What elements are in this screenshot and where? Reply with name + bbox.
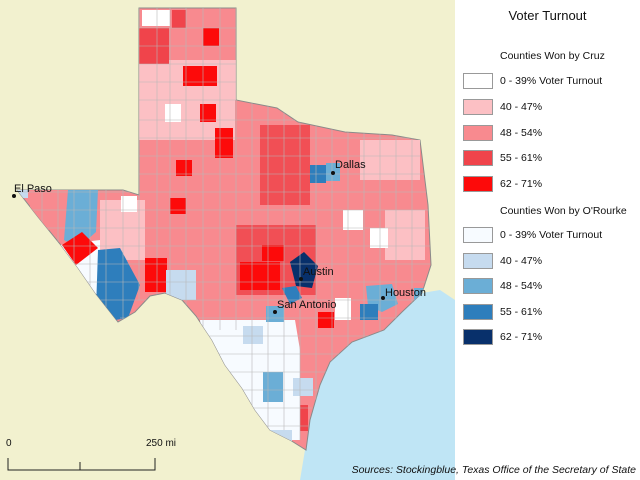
- city-label-san-antonio: San Antonio: [277, 299, 336, 311]
- county: [145, 258, 167, 292]
- legend: Voter Turnout Counties Won by Cruz 0 - 3…: [455, 0, 640, 480]
- legend-orourke-title: Counties Won by O'Rourke: [500, 205, 627, 217]
- city-label-el-paso: El Paso: [14, 183, 52, 195]
- county: [64, 190, 98, 248]
- legend-item-orourke-0: 0 - 39% Voter Turnout: [463, 227, 638, 245]
- legend-swatch: [463, 329, 493, 345]
- county: [343, 210, 363, 230]
- legend-label: 0 - 39% Voter Turnout: [500, 75, 603, 87]
- county: [215, 128, 233, 158]
- legend-item-orourke-2: 48 - 54%: [463, 278, 638, 296]
- county: [240, 262, 280, 290]
- legend-swatch: [463, 304, 493, 320]
- county: [243, 326, 263, 344]
- legend-cruz-title: Counties Won by Cruz: [500, 50, 605, 62]
- county-region: [360, 140, 420, 180]
- city-label-austin: Austin: [303, 266, 334, 278]
- legend-swatch: [463, 227, 493, 243]
- county-region: [200, 320, 300, 440]
- county: [172, 10, 186, 28]
- county-borders: [20, 8, 430, 440]
- city-dot-san-antonio: [273, 310, 277, 314]
- scale-line: [7, 458, 156, 471]
- city-dot-austin: [299, 277, 303, 281]
- county: [96, 248, 140, 320]
- scale-bar: 0 250 mi: [6, 438, 176, 471]
- county-hays: [282, 286, 302, 304]
- county: [293, 378, 313, 396]
- county: [318, 312, 334, 328]
- city-label-houston: Houston: [385, 287, 426, 299]
- legend-item-orourke-3: 55 - 61%: [463, 304, 638, 322]
- county: [165, 104, 181, 122]
- texas-map: El Paso Dallas Austin San Antonio Housto…: [6, 7, 455, 480]
- scale-end-label: 250 mi: [146, 438, 176, 449]
- legend-item-cruz-2: 48 - 54%: [463, 125, 638, 143]
- county: [262, 245, 284, 261]
- county: [176, 160, 192, 176]
- county: [370, 228, 388, 248]
- legend-swatch: [463, 150, 493, 166]
- county-region: [260, 125, 310, 205]
- county-fort-bend: [360, 304, 378, 320]
- legend-label: 62 - 71%: [500, 178, 543, 190]
- legend-label: 55 - 61%: [500, 306, 543, 318]
- county: [335, 298, 351, 320]
- legend-swatch: [463, 176, 493, 192]
- city-label-dallas: Dallas: [335, 159, 366, 171]
- city-dot-dallas: [331, 171, 335, 175]
- gulf-water: [300, 290, 455, 480]
- legend-label: 0 - 39% Voter Turnout: [500, 229, 603, 241]
- county: [203, 28, 219, 46]
- legend-swatch: [463, 125, 493, 141]
- map-area: El Paso Dallas Austin San Antonio Housto…: [0, 0, 455, 480]
- legend-swatch: [463, 99, 493, 115]
- legend-swatch: [463, 253, 493, 269]
- legend-label: 48 - 54%: [500, 280, 543, 292]
- source-credit: Sources: Stockingblue, Texas Office of t…: [351, 464, 636, 476]
- county: [121, 196, 137, 212]
- county: [62, 232, 98, 265]
- legend-item-cruz-4: 62 - 71%: [463, 176, 638, 194]
- scale-start-label: 0: [6, 438, 12, 449]
- county: [263, 372, 283, 402]
- city-dot-houston: [381, 296, 385, 300]
- county: [166, 270, 196, 300]
- city-dot-el-paso: [12, 194, 16, 198]
- legend-label: 40 - 47%: [500, 255, 543, 267]
- county-travis: [290, 252, 318, 288]
- legend-label: 40 - 47%: [500, 101, 543, 113]
- legend-swatch: [463, 278, 493, 294]
- county: [170, 198, 186, 214]
- legend-item-orourke-1: 40 - 47%: [463, 253, 638, 271]
- legend-swatch: [463, 73, 493, 89]
- county: [200, 104, 216, 122]
- legend-item-cruz-0: 0 - 39% Voter Turnout: [463, 73, 638, 91]
- legend-item-cruz-3: 55 - 61%: [463, 150, 638, 168]
- legend-label: 55 - 61%: [500, 152, 543, 164]
- county-region: [385, 210, 425, 260]
- legend-item-cruz-1: 40 - 47%: [463, 99, 638, 117]
- county: [183, 66, 217, 86]
- county: [142, 10, 170, 26]
- legend-title: Voter Turnout: [508, 8, 587, 23]
- legend-label: 62 - 71%: [500, 331, 543, 343]
- legend-label: 48 - 54%: [500, 127, 543, 139]
- legend-item-orourke-4: 62 - 71%: [463, 329, 638, 347]
- city-markers: El Paso Dallas Austin San Antonio Housto…: [12, 159, 426, 314]
